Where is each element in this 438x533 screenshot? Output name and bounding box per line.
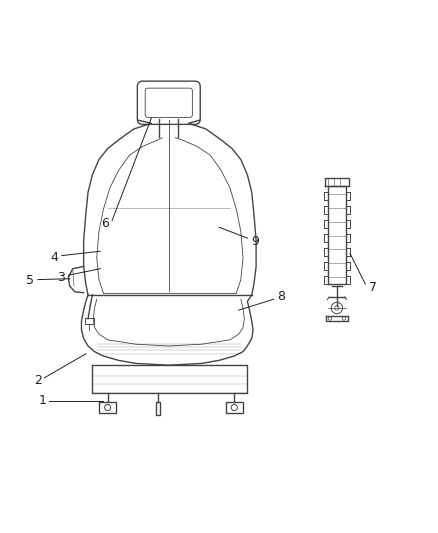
Text: 3: 3: [57, 271, 65, 284]
Text: 7: 7: [369, 280, 377, 294]
Text: 2: 2: [34, 374, 42, 387]
Text: 8: 8: [277, 290, 285, 303]
Text: 5: 5: [26, 274, 35, 287]
Text: 1: 1: [38, 394, 46, 407]
Text: 6: 6: [101, 217, 109, 230]
Text: 9: 9: [251, 235, 259, 248]
Bar: [85, 318, 94, 324]
Text: 4: 4: [50, 251, 58, 264]
